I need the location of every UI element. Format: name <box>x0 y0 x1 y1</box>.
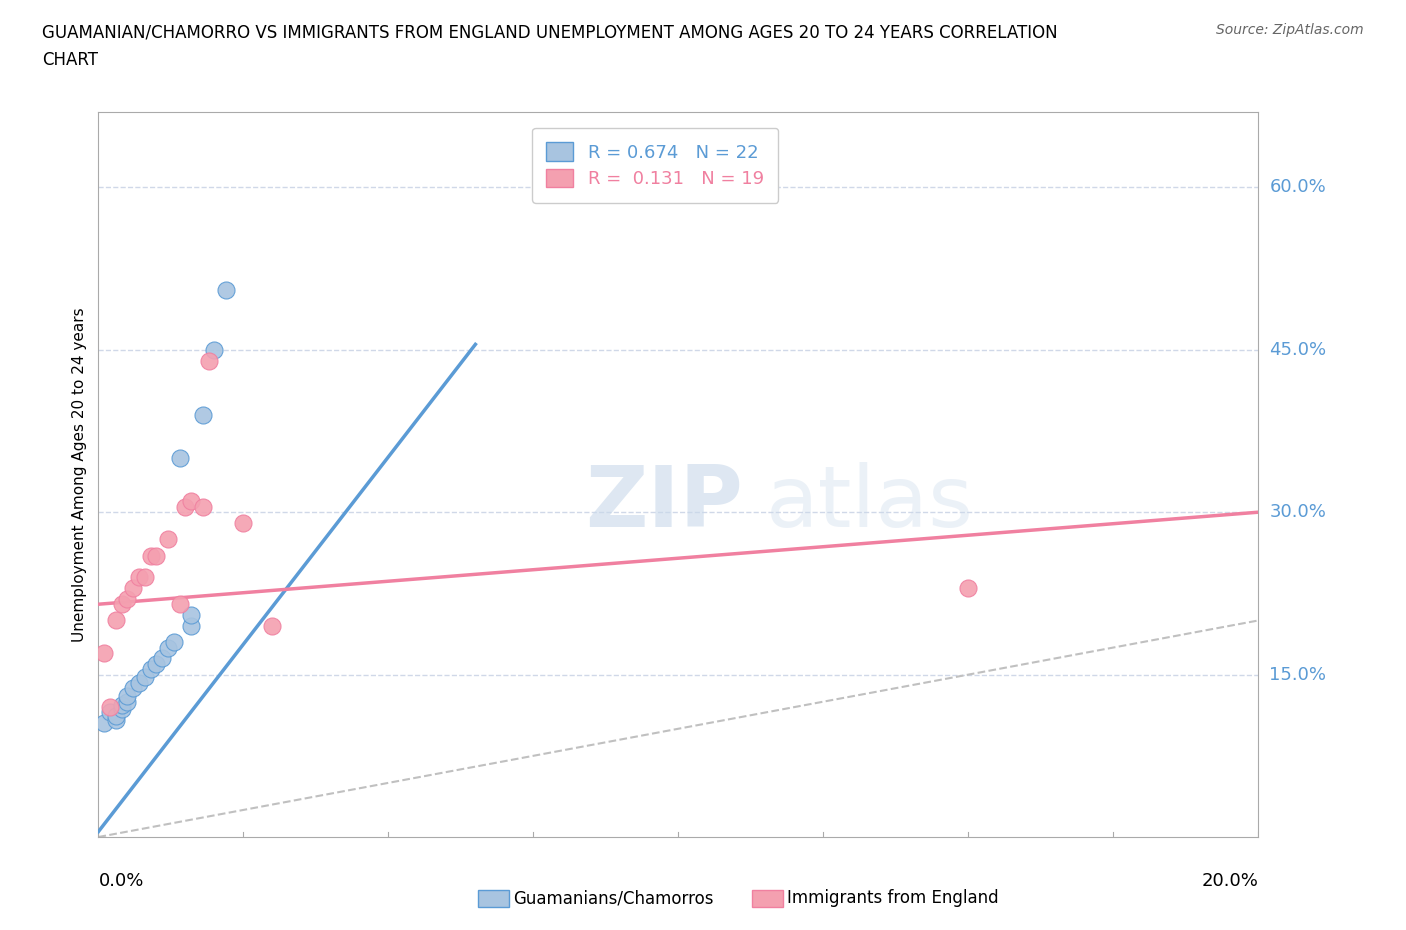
Point <box>122 580 145 595</box>
Point <box>957 580 980 595</box>
Legend: R = 0.674   N = 22, R =  0.131   N = 19: R = 0.674 N = 22, R = 0.131 N = 19 <box>531 128 779 203</box>
Point <box>117 591 139 606</box>
Text: Source: ZipAtlas.com: Source: ZipAtlas.com <box>1216 23 1364 37</box>
Text: 20.0%: 20.0% <box>1202 871 1258 890</box>
Point <box>111 698 132 712</box>
Text: 45.0%: 45.0% <box>1270 340 1327 359</box>
Point <box>197 353 219 368</box>
Text: 0.0%: 0.0% <box>98 871 143 890</box>
Point <box>204 342 226 357</box>
Text: 15.0%: 15.0% <box>1270 666 1326 684</box>
Text: 30.0%: 30.0% <box>1270 503 1326 521</box>
Point <box>145 657 167 671</box>
Point <box>139 548 162 563</box>
Point <box>180 607 202 622</box>
Point <box>262 618 284 633</box>
Point <box>174 499 197 514</box>
Point <box>180 618 202 633</box>
Point <box>180 494 202 509</box>
Point <box>104 613 127 628</box>
Point <box>191 407 214 422</box>
Text: ZIP: ZIP <box>585 462 744 545</box>
Point <box>104 712 127 727</box>
Text: Guamanians/Chamorros: Guamanians/Chamorros <box>513 889 714 908</box>
Point <box>169 451 191 466</box>
Text: 60.0%: 60.0% <box>1270 179 1326 196</box>
Point <box>98 705 121 720</box>
Point <box>150 651 173 666</box>
Point <box>134 570 156 585</box>
Point <box>191 499 214 514</box>
Text: GUAMANIAN/CHAMORRO VS IMMIGRANTS FROM ENGLAND UNEMPLOYMENT AMONG AGES 20 TO 24 Y: GUAMANIAN/CHAMORRO VS IMMIGRANTS FROM EN… <box>42 23 1057 41</box>
Point <box>111 597 132 612</box>
Point <box>117 694 139 709</box>
Point <box>145 548 167 563</box>
Point <box>134 670 156 684</box>
Point <box>169 597 191 612</box>
Point <box>157 532 180 547</box>
Point <box>157 640 180 655</box>
Point <box>93 645 115 660</box>
Text: Immigrants from England: Immigrants from England <box>787 889 1000 908</box>
Point <box>139 662 162 677</box>
Point <box>122 680 145 695</box>
Text: CHART: CHART <box>42 51 98 69</box>
Text: atlas: atlas <box>765 462 973 545</box>
Point <box>163 634 186 649</box>
Y-axis label: Unemployment Among Ages 20 to 24 years: Unemployment Among Ages 20 to 24 years <box>72 307 87 642</box>
Point <box>215 283 238 298</box>
Point <box>128 676 150 691</box>
Point <box>93 716 115 731</box>
Point <box>232 515 254 530</box>
Point <box>104 709 127 724</box>
Point <box>98 699 121 714</box>
Point <box>117 689 139 704</box>
Point <box>128 570 150 585</box>
Point <box>111 702 132 717</box>
